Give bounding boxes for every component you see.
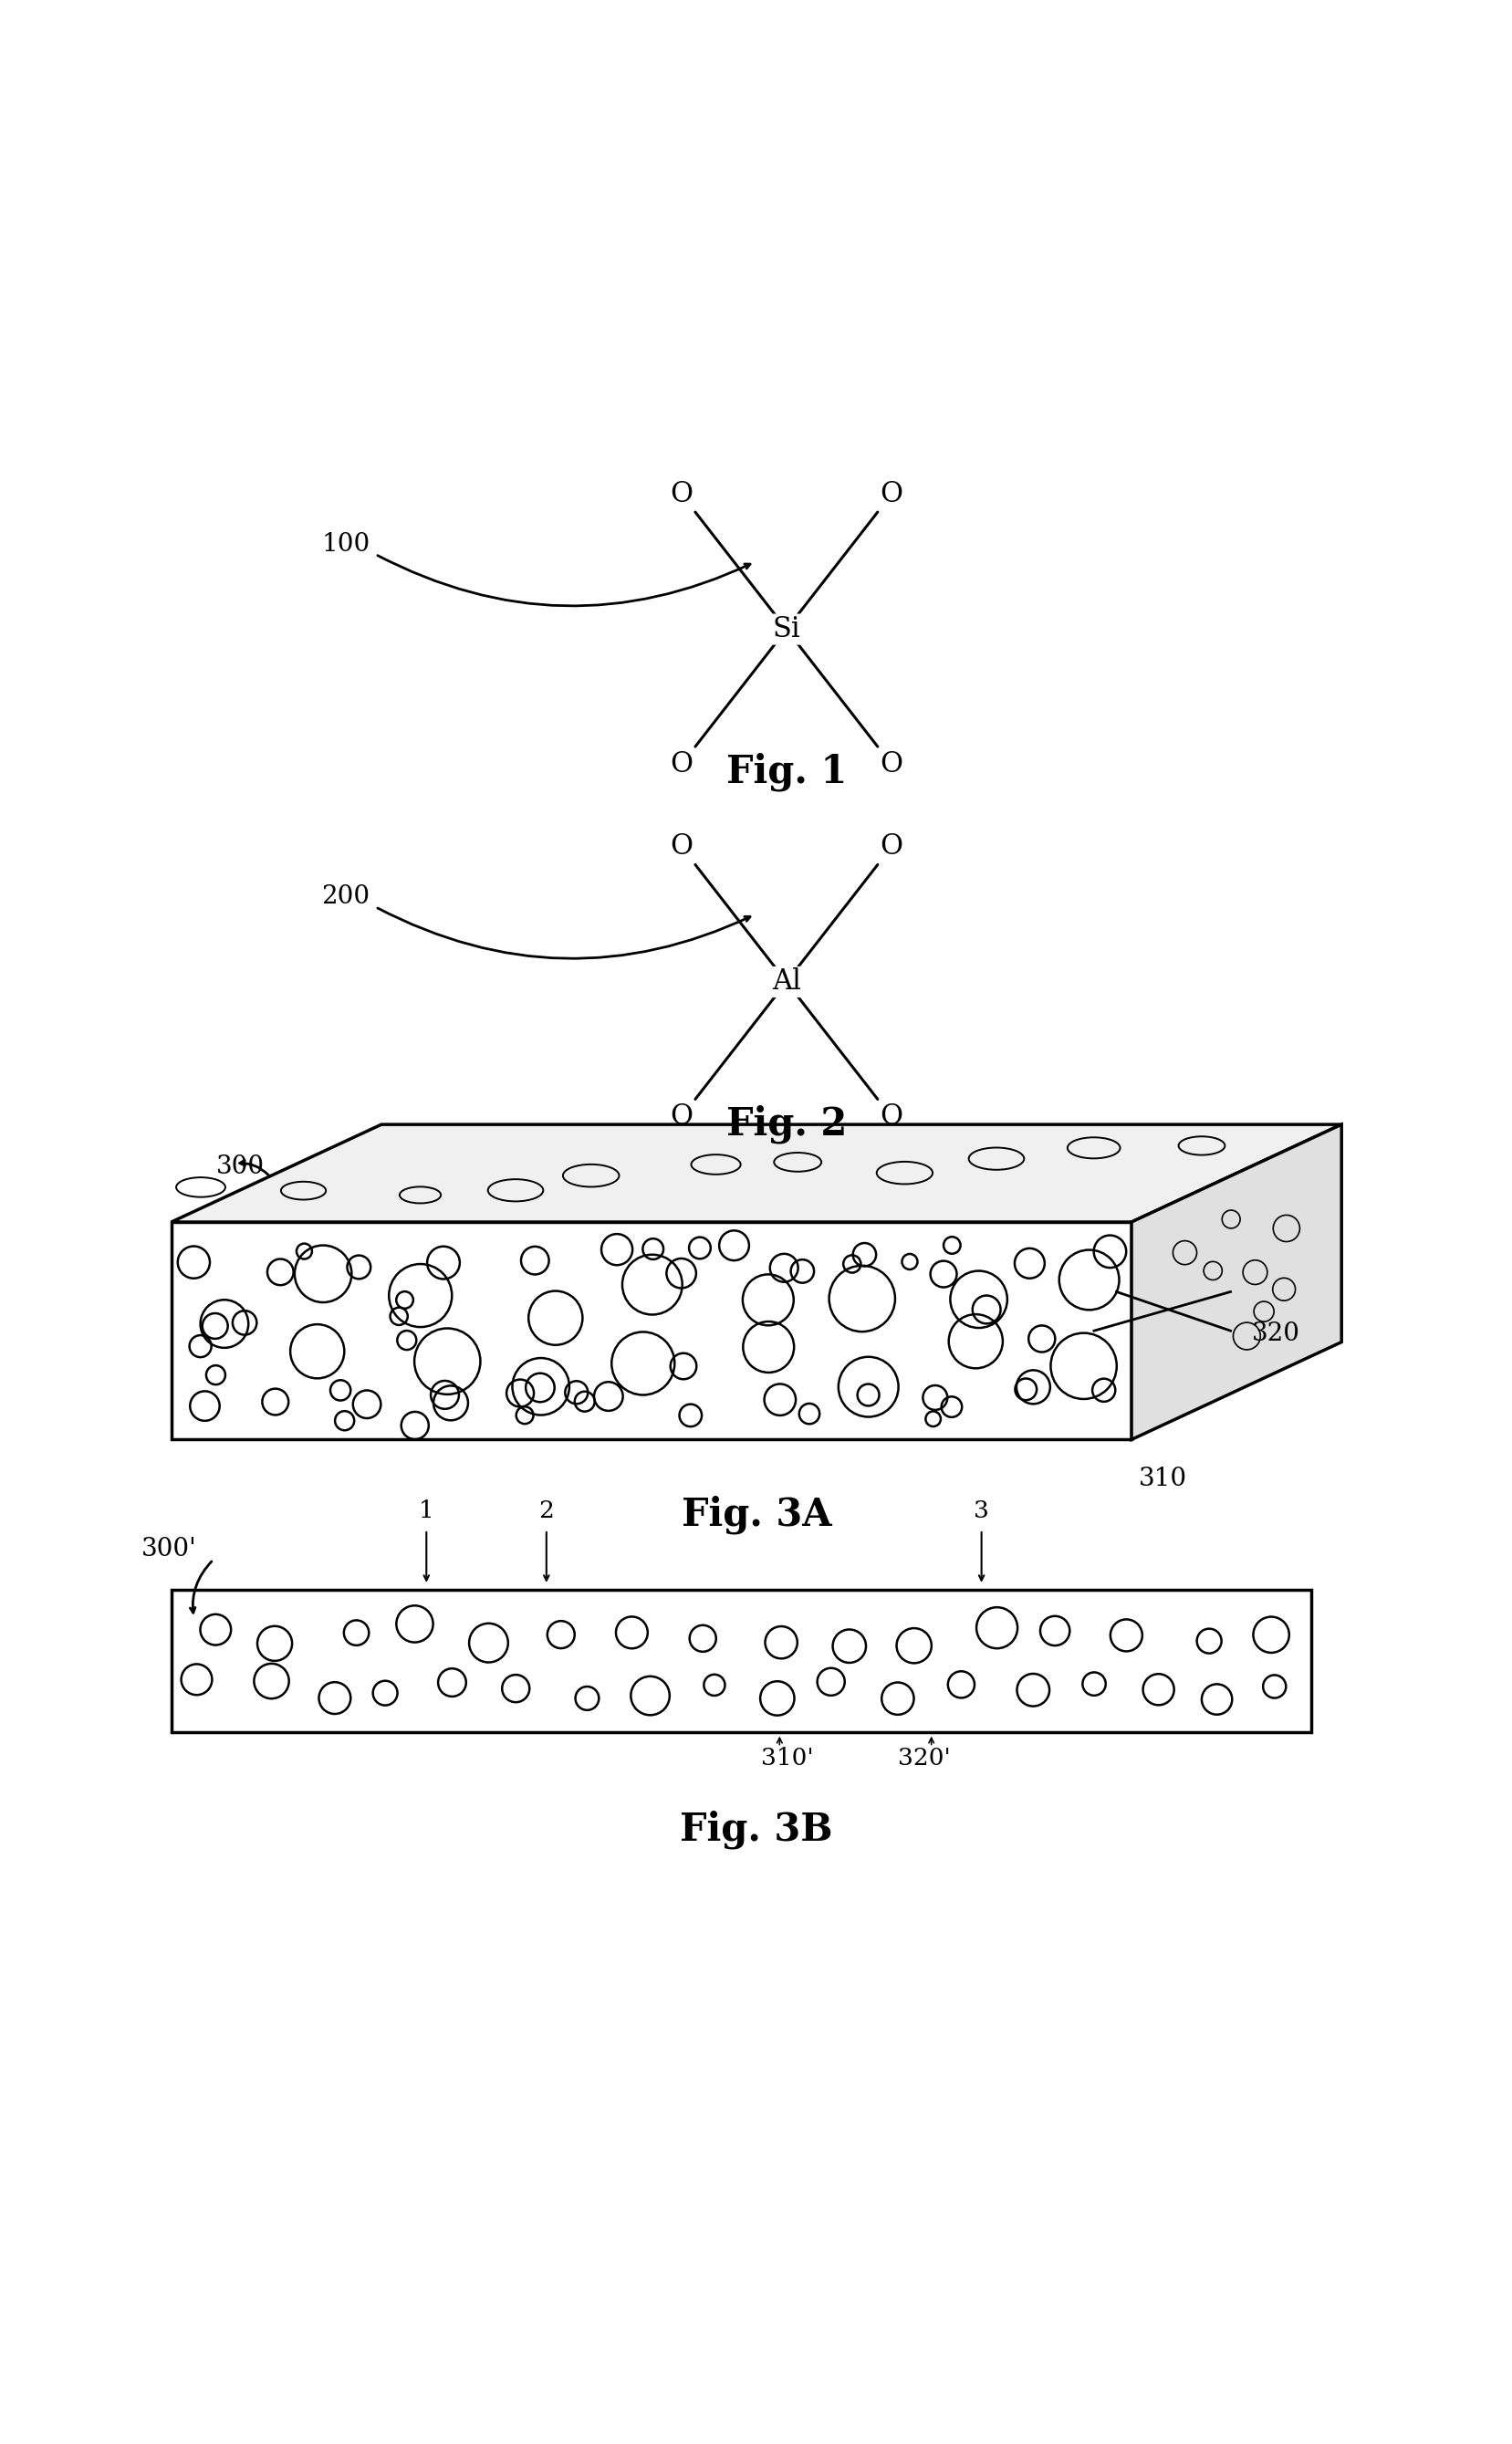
Polygon shape bbox=[171, 1222, 1131, 1440]
Text: Fig. 1: Fig. 1 bbox=[726, 753, 847, 792]
Text: O: O bbox=[880, 1102, 903, 1132]
Polygon shape bbox=[1131, 1124, 1341, 1440]
Text: Al: Al bbox=[771, 968, 800, 997]
Text: O: O bbox=[670, 750, 692, 780]
Text: 320: 320 bbox=[1250, 1322, 1299, 1347]
Text: 300': 300' bbox=[141, 1537, 197, 1562]
Text: O: O bbox=[670, 833, 692, 860]
Text: 1: 1 bbox=[419, 1498, 434, 1523]
Text: 3: 3 bbox=[974, 1498, 989, 1523]
Text: 320': 320' bbox=[897, 1747, 950, 1769]
Text: 100: 100 bbox=[321, 533, 370, 557]
Text: 310': 310' bbox=[761, 1747, 813, 1769]
Text: Fig. 3B: Fig. 3B bbox=[679, 1811, 833, 1850]
Text: 2: 2 bbox=[538, 1498, 553, 1523]
Text: 300: 300 bbox=[216, 1154, 265, 1178]
Text: 200: 200 bbox=[321, 885, 369, 909]
Text: Fig. 2: Fig. 2 bbox=[726, 1105, 847, 1144]
Text: O: O bbox=[880, 750, 903, 780]
Text: O: O bbox=[880, 833, 903, 860]
Text: O: O bbox=[880, 479, 903, 508]
Text: O: O bbox=[670, 479, 692, 508]
Text: Si: Si bbox=[773, 616, 800, 643]
Polygon shape bbox=[171, 1124, 1341, 1222]
Text: Fig. 3A: Fig. 3A bbox=[680, 1496, 832, 1535]
Polygon shape bbox=[171, 1589, 1311, 1733]
Text: 310: 310 bbox=[1139, 1466, 1187, 1491]
Text: O: O bbox=[670, 1102, 692, 1132]
